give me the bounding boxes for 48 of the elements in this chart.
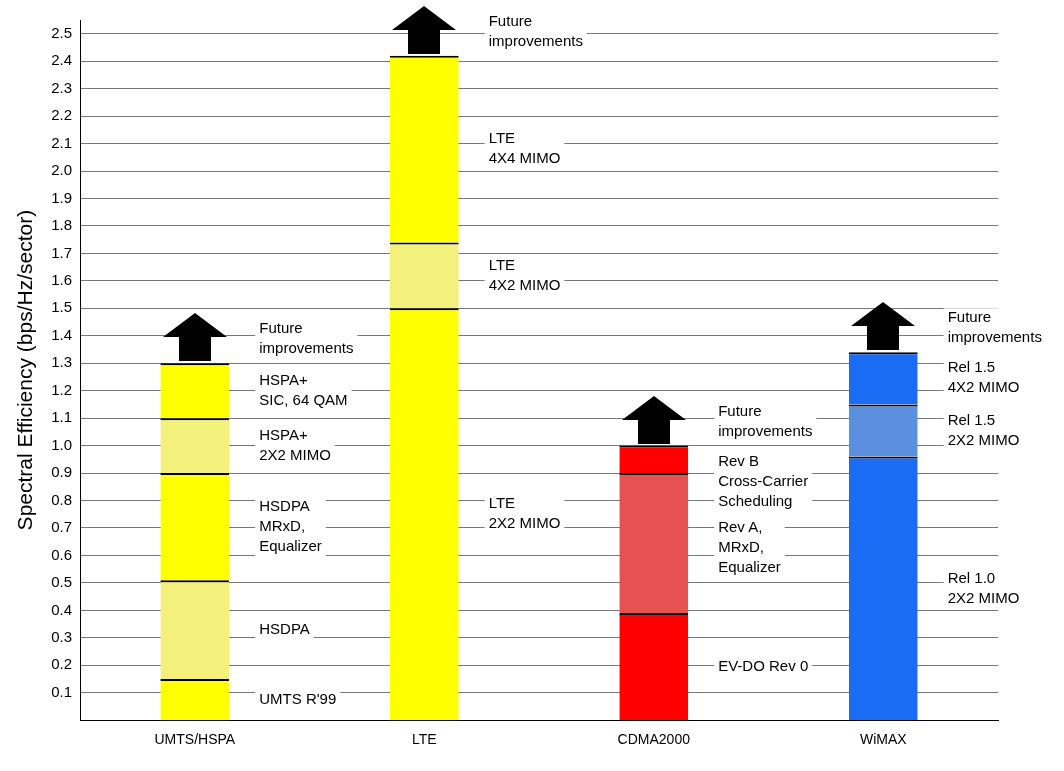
y-tick-label: 1.0 [51, 435, 73, 453]
y-tick-label: 1.5 [51, 298, 73, 316]
y-tick-label: 0.6 [51, 545, 73, 563]
y-tick-label: 0.4 [51, 600, 73, 618]
y-tick-label: 0.5 [51, 573, 73, 591]
annotation: Future improvements [947, 308, 1042, 346]
series-label: Rev A, MRxD, Equalizer [718, 517, 781, 575]
series-label: Rel 1.5 4X2 MIMO [947, 358, 1020, 396]
annotation: Future improvements [718, 401, 813, 439]
y-tick-label: 1.2 [51, 380, 73, 398]
y-tick-label: 2.3 [51, 78, 73, 96]
y-tick-label: 1.6 [51, 271, 73, 288]
text: UMTS R'99 [259, 689, 337, 707]
text: HSPA+ SIC, 64 QAM [259, 370, 348, 408]
y-tick-label: 0.2 [51, 655, 73, 673]
annotation: Future improvements [259, 319, 354, 357]
text: HSDPA MRxD, Equalizer [259, 496, 322, 554]
x-tick-label: UMTS/HSPA [154, 731, 236, 748]
y-tick-label: 1.4 [51, 325, 73, 343]
y-tick-label: 1.9 [51, 188, 73, 206]
y-tick-label: 1.7 [51, 243, 73, 261]
series-label: Rel 1.5 2X2 MIMO [947, 410, 1020, 448]
series-label: LTE 2X2 MIMO [488, 494, 561, 532]
y-tick-label: 1.3 [51, 353, 73, 371]
y-tick-label: 0.8 [51, 490, 73, 508]
series-label: EV-DO Rev 0 [718, 656, 809, 674]
y-tick-label: 2.0 [51, 161, 73, 179]
y-tick-label: 2.5 [51, 23, 73, 41]
text: HSPA+ 2X2 MIMO [259, 425, 331, 463]
text: HSDPA [259, 619, 310, 637]
series-label: Rev B Cross-Carrier Scheduling [718, 451, 809, 509]
x-tick-label: LTE [411, 731, 437, 748]
series-label: LTE 4X4 MIMO [488, 129, 561, 167]
y-tick-label: 1.8 [51, 216, 73, 234]
y-tick-label: 2.4 [51, 51, 73, 69]
series-label: LTE 4X2 MIMO [488, 255, 561, 293]
x-tick-label: CDMA2000 [617, 731, 691, 748]
y-tick-label: 2.2 [51, 106, 73, 124]
series-label: Rel 1.0 2X2 MIMO [947, 568, 1020, 606]
y-tick-label: 0.3 [51, 627, 73, 645]
y-tick-label: 1.1 [51, 408, 73, 426]
y-tick-label: 0.7 [51, 518, 73, 536]
annotation: Future improvements [488, 11, 583, 49]
y-axis-title: Spectral Efficiency (bps/Hz/sector) [13, 209, 37, 531]
y-tick-label: 0.9 [51, 463, 73, 481]
y-tick-label: 2.1 [51, 133, 73, 151]
y-tick-label: 0.1 [51, 682, 73, 700]
x-tick-label: WiMAX [859, 731, 908, 748]
